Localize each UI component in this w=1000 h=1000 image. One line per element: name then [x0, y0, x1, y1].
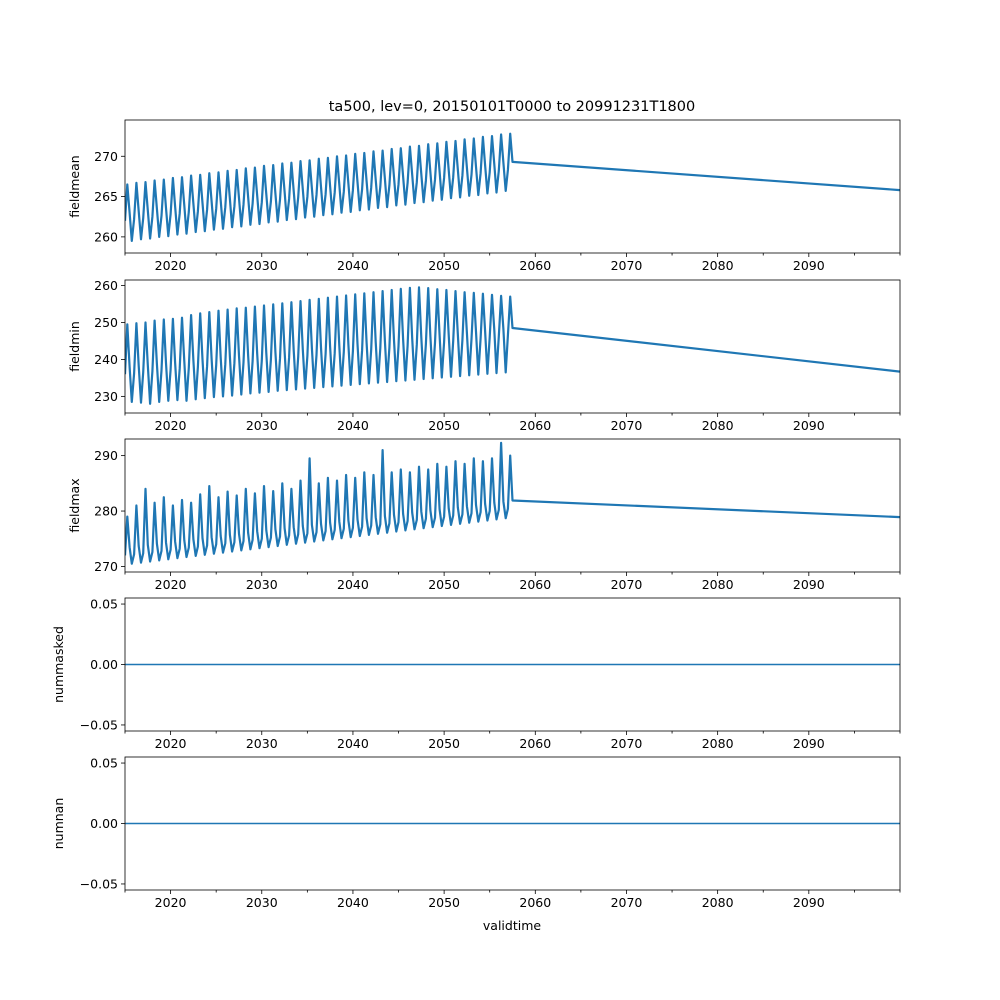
x-tick-label: 2020 — [155, 736, 187, 751]
series-line-fieldmax — [125, 441, 900, 565]
x-tick-label: 2040 — [337, 736, 369, 751]
x-tick-label: 2030 — [246, 577, 278, 592]
series-line-fieldmean — [125, 132, 900, 242]
x-tick-label: 2040 — [337, 895, 369, 910]
x-tick-label: 2090 — [793, 258, 825, 273]
x-tick-label: 2040 — [337, 418, 369, 433]
subplot-fieldmean: 2020 2030 2040 2050 2060 2070 2080 2090 260 265 27… — [67, 119, 901, 273]
x-tick-label: 2040 — [337, 577, 369, 592]
y-axis-label-nummasked: nummasked — [51, 626, 66, 703]
y-tick-label: 265 — [94, 189, 118, 204]
subplot-fieldmax: 2020 2030 2040 2050 2060 2070 2080 2090 270 280 29… — [67, 438, 901, 592]
x-tick-label: 2090 — [793, 577, 825, 592]
x-tick-label: 2030 — [246, 736, 278, 751]
x-tick-label: 2050 — [428, 418, 460, 433]
axes-frame — [124, 438, 901, 573]
x-tick-label: 2060 — [519, 258, 551, 273]
y-tick-label: 240 — [94, 352, 118, 367]
figure-title: ta500, lev=0, 20150101T0000 to 20991231T… — [329, 99, 696, 115]
x-tick-label: 2090 — [793, 895, 825, 910]
x-tick-label: 2050 — [428, 736, 460, 751]
y-tick-label: 0.05 — [90, 597, 118, 612]
y-tick-label: 0.00 — [90, 657, 118, 672]
x-tick-label: 2050 — [428, 577, 460, 592]
x-tick-label: 2070 — [611, 258, 643, 273]
y-tick-label: 0.05 — [90, 756, 118, 771]
x-tick-label: 2060 — [519, 736, 551, 751]
subplot-numnan: 2020 2030 2040 2050 2060 2070 2080 2090 −0.05 0.0… — [51, 756, 901, 910]
x-tick-label: 2020 — [155, 418, 187, 433]
x-tick-label: 2050 — [428, 895, 460, 910]
x-tick-label: 2080 — [702, 895, 734, 910]
y-tick-label: 290 — [94, 448, 118, 463]
y-tick-label: −0.05 — [80, 717, 118, 732]
y-tick-label: −0.05 — [80, 876, 118, 891]
y-tick-label: 270 — [94, 149, 118, 164]
x-tick-label: 2080 — [702, 418, 734, 433]
series-line-fieldmin — [125, 286, 900, 405]
x-tick-label: 2030 — [246, 258, 278, 273]
y-tick-label: 260 — [94, 278, 118, 293]
x-tick-label: 2040 — [337, 258, 369, 273]
x-tick-label: 2080 — [702, 577, 734, 592]
x-tick-label: 2060 — [519, 577, 551, 592]
y-axis-label-numnan: numnan — [51, 798, 66, 850]
y-tick-label: 250 — [94, 315, 118, 330]
x-tick-label: 2020 — [155, 895, 187, 910]
subplot-fieldmin: 2020 2030 2040 2050 2060 2070 2080 2090 230 240 25… — [67, 278, 901, 433]
x-tick-label: 2080 — [702, 258, 734, 273]
x-tick-label: 2060 — [519, 895, 551, 910]
y-tick-label: 270 — [94, 559, 118, 574]
x-tick-label: 2030 — [246, 895, 278, 910]
y-tick-label: 280 — [94, 504, 118, 519]
x-tick-label: 2060 — [519, 418, 551, 433]
x-axis-label: validtime — [483, 918, 541, 933]
axes-frame — [124, 119, 901, 254]
axes-frame — [124, 279, 901, 414]
y-axis-label-fieldmin: fieldmin — [67, 321, 82, 372]
y-axis-label-fieldmax: fieldmax — [67, 478, 82, 532]
x-tick-label: 2030 — [246, 418, 278, 433]
subplot-nummasked: 2020 2030 2040 2050 2060 2070 2080 2090 −0.05 0.0… — [51, 597, 901, 751]
x-tick-label: 2090 — [793, 418, 825, 433]
x-tick-label: 2050 — [428, 258, 460, 273]
y-axis-label-fieldmean: fieldmean — [67, 155, 82, 217]
y-tick-label: 230 — [94, 389, 118, 404]
x-tick-label: 2070 — [611, 418, 643, 433]
subplots: 2020 2030 2040 2050 2060 2070 2080 2090 260 265 27… — [51, 119, 901, 910]
x-tick-label: 2090 — [793, 736, 825, 751]
x-tick-label: 2070 — [611, 577, 643, 592]
x-tick-label: 2020 — [155, 258, 187, 273]
y-tick-label: 0.00 — [90, 816, 118, 831]
x-tick-label: 2020 — [155, 577, 187, 592]
x-tick-label: 2070 — [611, 736, 643, 751]
y-tick-label: 260 — [94, 229, 118, 244]
x-tick-label: 2070 — [611, 895, 643, 910]
x-tick-label: 2080 — [702, 736, 734, 751]
